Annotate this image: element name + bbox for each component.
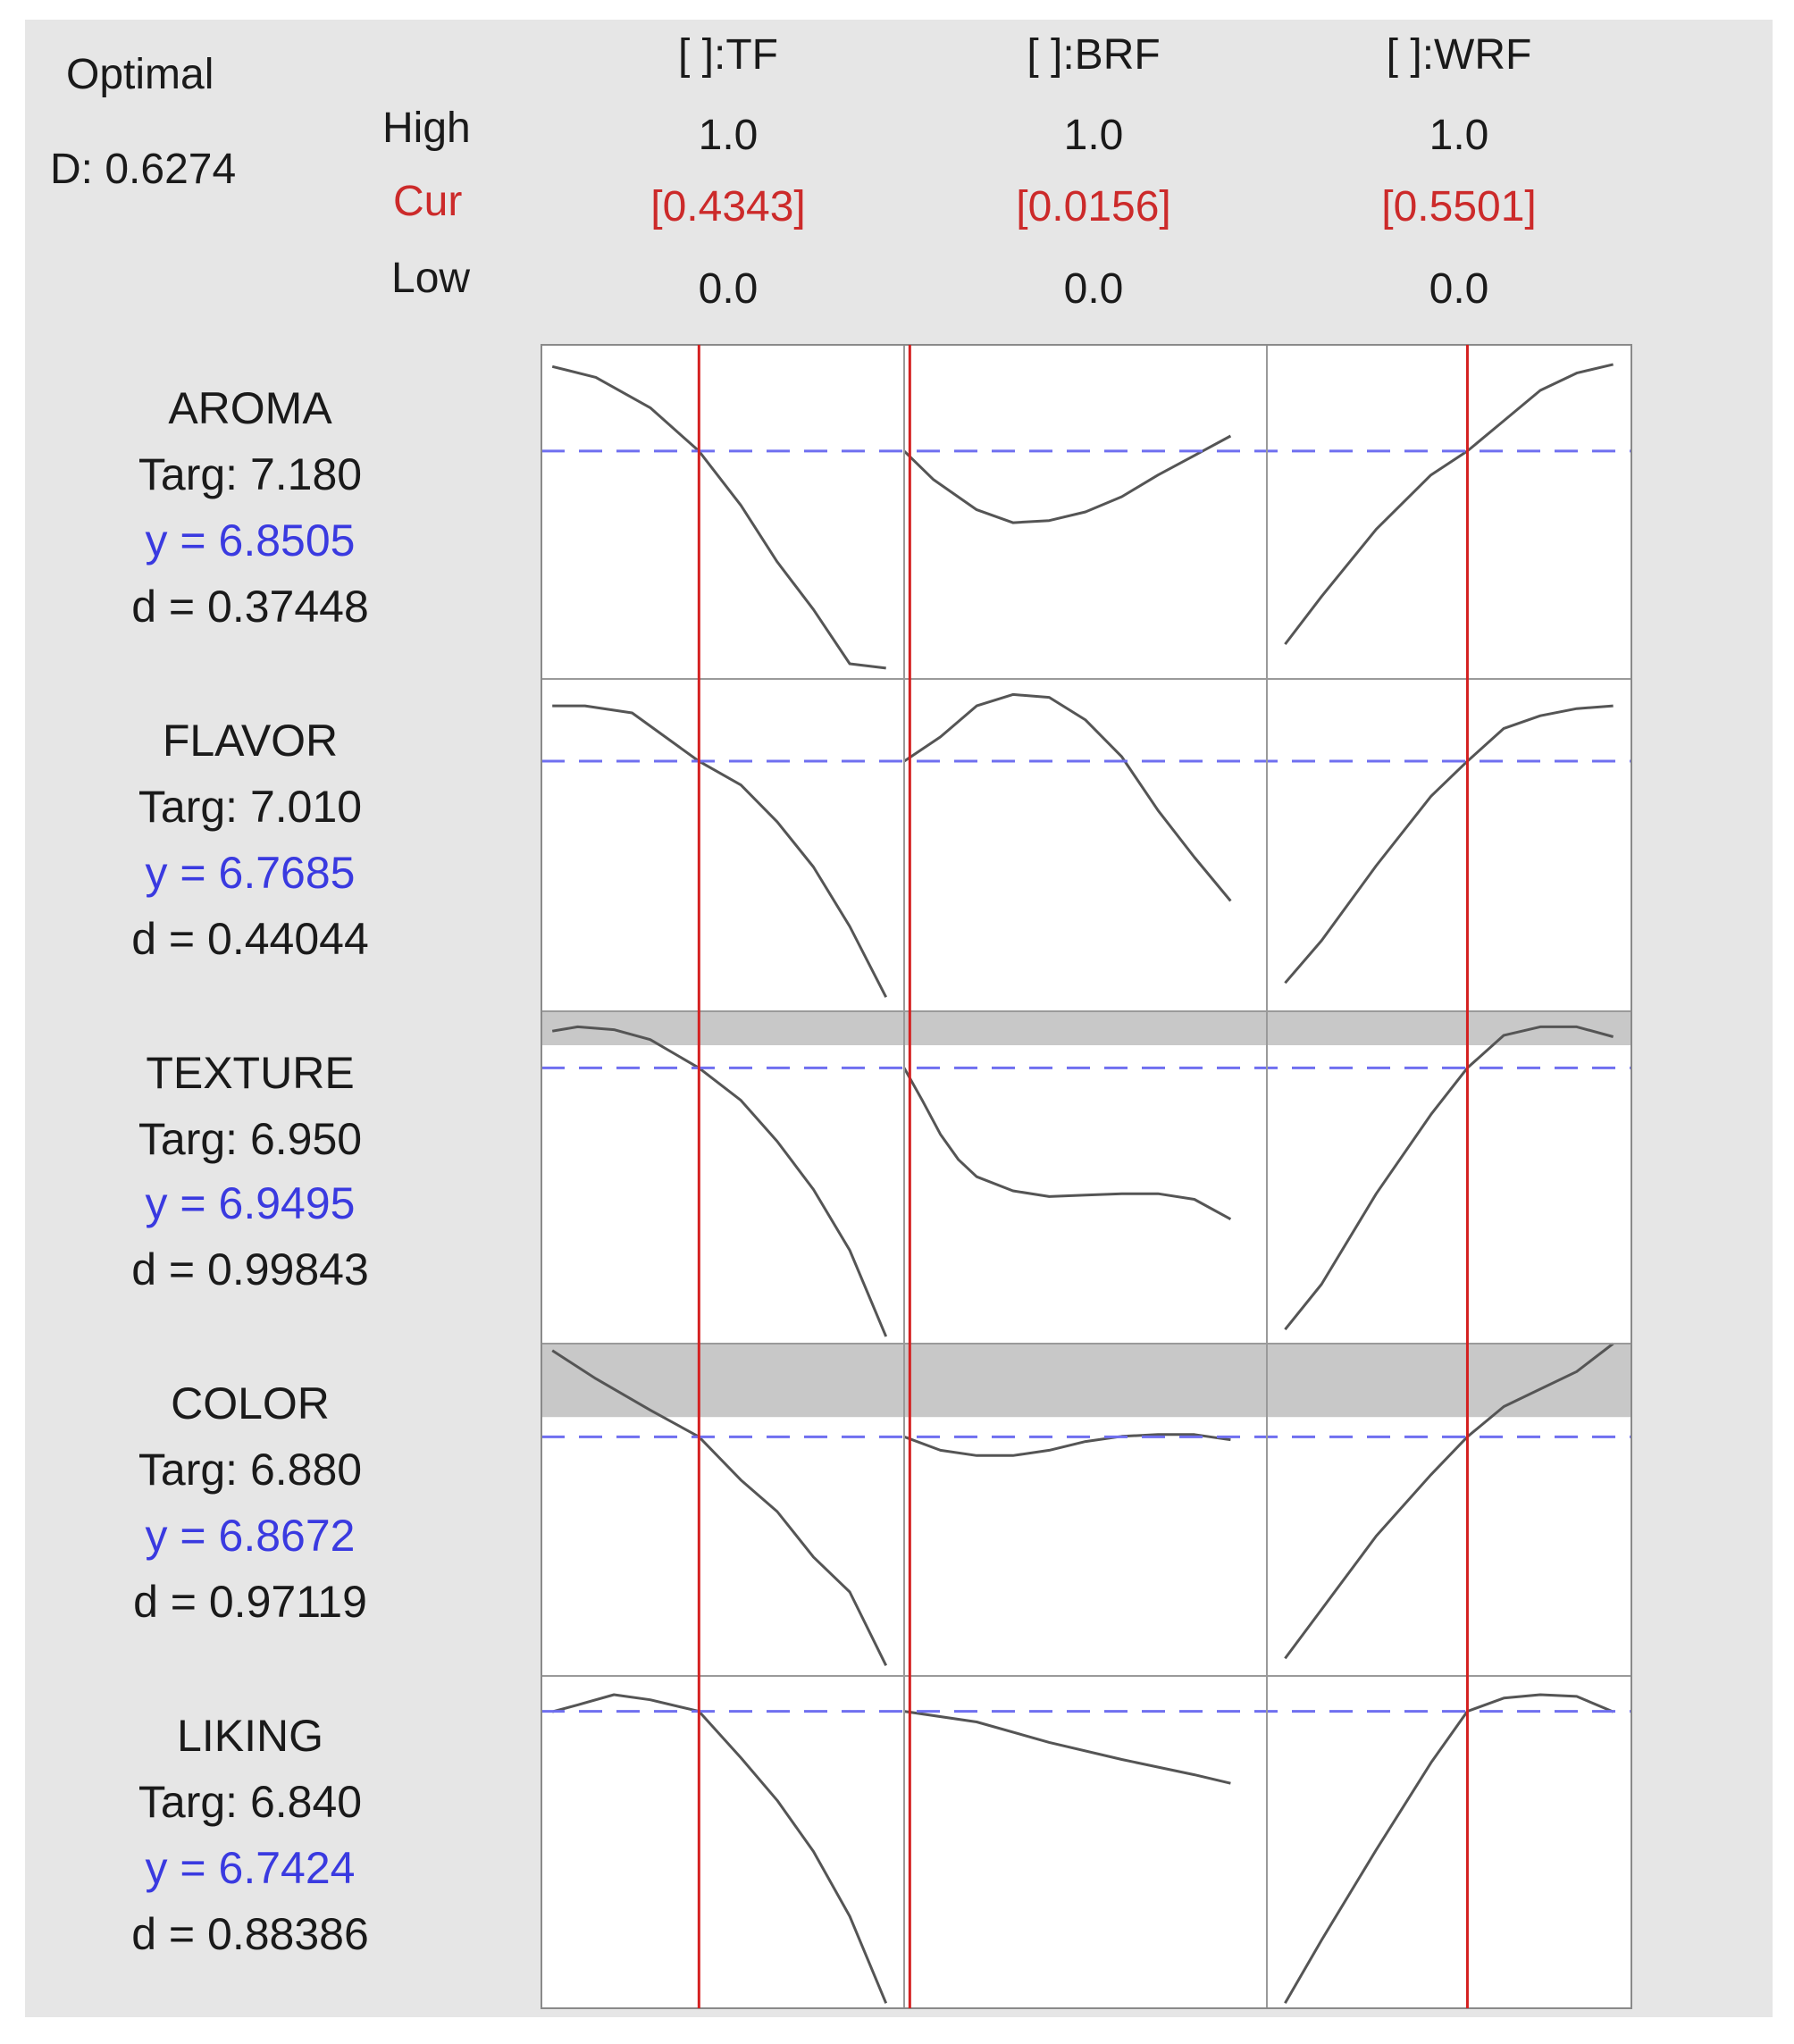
response-curve-aroma-tf — [551, 364, 886, 670]
limit-band-color-brf — [904, 1344, 1267, 1418]
response-curve-color-tf — [551, 1349, 888, 1666]
response-d-texture: d = 0.99843 — [131, 1244, 369, 1294]
response-curve-liking-tf — [551, 1693, 888, 2004]
factor-name-wrf: [ ]:WRF — [1386, 31, 1532, 79]
limit-band-color-tf — [541, 1344, 904, 1418]
panel-flavor-tf — [541, 679, 904, 1011]
panel-aroma-tf — [541, 345, 904, 679]
response-curve-liking-brf — [903, 1710, 1231, 1785]
response-y-flavor: y = 6.7685 — [145, 848, 356, 898]
factor-cur-tf: [0.4343] — [650, 183, 806, 230]
plot-border — [541, 344, 1632, 2009]
response-targ-texture: Targ: 6.950 — [138, 1114, 363, 1164]
response-d-liking: d = 0.88386 — [131, 1909, 369, 1959]
response-targ-color: Targ: 6.880 — [138, 1445, 363, 1495]
response-y-aroma: y = 6.8505 — [145, 515, 356, 565]
limit-band-texture-wrf — [1267, 1011, 1631, 1045]
response-d-aroma: d = 0.37448 — [131, 582, 369, 632]
response-y-texture: y = 6.9495 — [145, 1178, 356, 1228]
optimal-d-value: D: 0.6274 — [50, 146, 237, 193]
panel-texture-tf — [541, 1011, 904, 1344]
panel-aroma-wrf — [1267, 345, 1631, 679]
response-name-color: COLOR — [171, 1378, 330, 1428]
factor-low-wrf: 0.0 — [1429, 265, 1489, 313]
factor-high-brf: 1.0 — [1063, 112, 1124, 159]
factor-name-tf: [ ]:TF — [678, 31, 778, 79]
response-targ-flavor: Targ: 7.010 — [138, 782, 363, 832]
response-name-texture: TEXTURE — [146, 1048, 355, 1098]
limit-band-texture-brf — [904, 1011, 1267, 1045]
response-curve-flavor-brf — [903, 692, 1232, 902]
row-label-cur: Cur — [393, 178, 463, 225]
response-curve-texture-brf — [902, 1067, 1232, 1221]
response-curve-texture-tf — [551, 1025, 888, 1337]
response-targ-aroma: Targ: 7.180 — [138, 449, 363, 499]
row-label-low: Low — [391, 255, 471, 302]
optimal-title: Optimal — [66, 51, 214, 98]
panel-flavor-brf — [904, 679, 1267, 1011]
factor-low-brf: 0.0 — [1063, 265, 1124, 313]
response-curve-aroma-brf — [902, 434, 1232, 524]
limit-band-color-wrf — [1267, 1344, 1631, 1418]
factor-high-wrf: 1.0 — [1429, 112, 1489, 159]
panel-flavor-wrf — [1267, 679, 1631, 1011]
panel-texture-wrf — [1267, 1011, 1631, 1344]
panel-liking-brf — [904, 1676, 1267, 2008]
response-y-color: y = 6.8672 — [145, 1511, 356, 1561]
factor-cur-brf: [0.0156] — [1016, 183, 1171, 230]
response-d-flavor: d = 0.44044 — [131, 914, 369, 964]
panel-liking-wrf — [1267, 1676, 1631, 2008]
response-name-flavor: FLAVOR — [162, 716, 339, 766]
panel-texture-brf — [904, 1011, 1267, 1344]
row-label-high: High — [382, 105, 471, 152]
factor-low-tf: 0.0 — [698, 265, 759, 313]
factor-name-brf: [ ]:BRF — [1027, 31, 1161, 79]
response-curve-flavor-tf — [552, 704, 888, 998]
response-targ-liking: Targ: 6.840 — [138, 1777, 363, 1827]
factor-cur-wrf: [0.5501] — [1381, 183, 1537, 230]
response-name-liking: LIKING — [177, 1711, 323, 1761]
panel-liking-tf — [541, 1676, 904, 2008]
factor-high-tf: 1.0 — [698, 112, 759, 159]
response-y-liking: y = 6.7424 — [145, 1843, 356, 1893]
response-name-aroma: AROMA — [168, 383, 332, 433]
response-curve-color-brf — [903, 1433, 1231, 1457]
response-d-color: d = 0.97119 — [133, 1577, 367, 1627]
